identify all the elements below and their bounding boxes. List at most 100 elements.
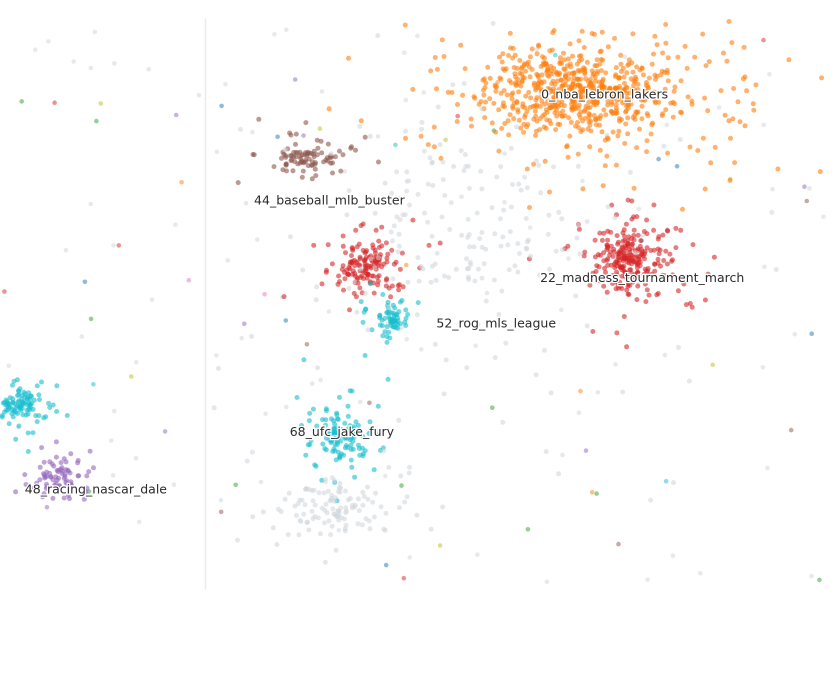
data-point: [307, 410, 313, 416]
data-point: [53, 454, 59, 460]
data-point: [244, 458, 250, 464]
outlier-point: [46, 39, 51, 44]
data-point: [559, 247, 565, 253]
data-point: [433, 277, 439, 283]
data-point: [638, 97, 644, 103]
data-point: [396, 231, 402, 237]
data-point: [645, 84, 651, 90]
data-point: [342, 420, 348, 426]
data-point: [399, 250, 405, 256]
data-point: [319, 150, 325, 156]
data-point: [623, 84, 629, 90]
data-point: [618, 117, 624, 123]
data-point: [81, 496, 87, 502]
data-point: [418, 263, 424, 269]
data-point: [603, 112, 609, 118]
data-point: [643, 299, 649, 305]
data-point: [643, 88, 649, 94]
outlier-point: [6, 363, 12, 369]
data-point: [428, 279, 434, 285]
data-point: [624, 344, 630, 350]
outlier-point: [218, 509, 224, 515]
data-point: [642, 92, 648, 98]
data-point: [13, 489, 19, 495]
data-point: [592, 95, 597, 101]
data-point: [46, 400, 52, 406]
data-point: [651, 89, 657, 95]
data-point: [539, 72, 545, 78]
data-point: [639, 65, 645, 71]
data-point: [428, 68, 434, 74]
data-point: [380, 292, 386, 297]
data-point: [575, 77, 581, 82]
data-point: [584, 323, 590, 329]
data-point: [587, 82, 592, 88]
cluster-unlabeled-7: [0, 377, 70, 454]
data-point: [615, 239, 621, 245]
data-point: [391, 261, 397, 267]
data-point: [690, 242, 696, 248]
data-point: [630, 31, 636, 37]
data-point: [15, 399, 21, 405]
data-point: [323, 501, 329, 507]
data-point: [306, 418, 312, 424]
data-point: [299, 174, 305, 180]
data-point: [635, 269, 641, 275]
data-point: [482, 115, 488, 121]
outlier-point: [578, 388, 583, 394]
data-point: [441, 391, 447, 397]
data-point: [305, 149, 311, 155]
data-point: [361, 276, 366, 281]
data-point: [432, 55, 438, 60]
data-point: [597, 230, 603, 236]
outlier-point: [788, 427, 794, 433]
outlier-point: [716, 105, 722, 110]
data-point: [599, 129, 605, 135]
data-point: [664, 67, 670, 73]
data-point: [575, 68, 581, 73]
data-point: [509, 96, 515, 102]
outlier-point: [149, 297, 155, 303]
data-point: [297, 518, 303, 523]
data-point: [330, 429, 336, 435]
data-point: [238, 126, 243, 132]
data-point: [342, 528, 348, 534]
data-point: [478, 168, 484, 174]
data-point: [646, 292, 652, 298]
data-point: [524, 108, 530, 114]
data-point: [481, 92, 487, 98]
data-point: [523, 68, 529, 74]
data-point: [624, 273, 629, 279]
data-point: [379, 428, 385, 434]
data-point: [403, 135, 408, 141]
points-layer: [0, 19, 826, 585]
data-point: [520, 101, 526, 107]
data-point: [532, 108, 538, 114]
data-point: [561, 88, 567, 94]
data-point: [630, 274, 636, 280]
data-point: [678, 227, 684, 233]
data-point: [321, 427, 327, 433]
data-point: [678, 78, 684, 84]
data-point: [36, 392, 42, 398]
data-point: [492, 355, 498, 361]
data-point: [578, 129, 584, 135]
data-point: [4, 399, 10, 404]
data-point: [702, 297, 708, 303]
data-point: [10, 382, 15, 388]
data-point: [566, 115, 572, 121]
data-point: [705, 108, 711, 114]
data-point: [375, 282, 381, 288]
data-point: [677, 137, 683, 142]
data-point: [449, 90, 455, 95]
data-point: [492, 231, 498, 237]
data-point: [0, 414, 5, 420]
data-point: [751, 107, 757, 113]
outlier-point: [595, 390, 601, 395]
data-point: [702, 186, 708, 192]
outlier-point: [527, 225, 533, 230]
data-point: [575, 120, 580, 125]
data-point: [508, 80, 514, 86]
data-point: [313, 463, 319, 469]
data-point: [673, 225, 679, 231]
